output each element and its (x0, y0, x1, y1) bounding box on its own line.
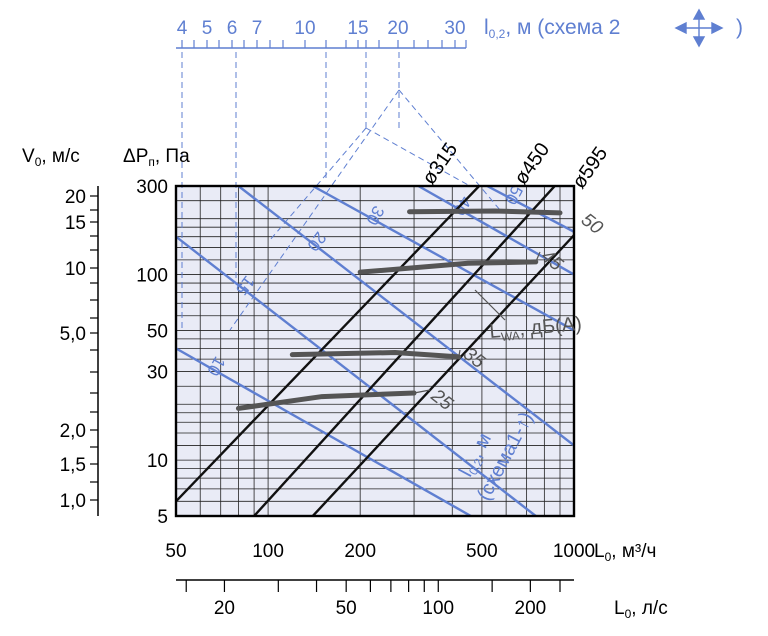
top-axis-tick-label: 15 (347, 18, 368, 39)
lwa-label: LWA, дБ(А) (489, 313, 583, 345)
throw-line (176, 347, 472, 516)
top-axis-tick-label: 4 (177, 18, 188, 39)
throw-line (417, 186, 574, 276)
y2-tick-label: 2,0 (60, 421, 86, 442)
x2-tick-label: 200 (515, 598, 547, 619)
guide-line (269, 127, 367, 241)
throw-lines (176, 186, 574, 516)
noise-leader (458, 349, 461, 357)
y2-tick-label: 1,5 (60, 455, 86, 476)
top-axis-label-end: ) (736, 16, 743, 39)
y-tick-label: 5 (157, 507, 168, 528)
size-line (311, 234, 574, 516)
guide-line (229, 89, 400, 331)
y2-axis-label: V0, м/с (22, 146, 80, 169)
x-tick-label: 100 (252, 541, 284, 562)
grid-lines (176, 186, 574, 516)
size-line-label: ø315 (418, 139, 462, 189)
top-axis-tick-label: 5 (202, 18, 213, 39)
x2-axis-label: L0, л/с (614, 598, 668, 621)
y-tick-label: 50 (147, 321, 168, 342)
noise-curves (235, 208, 563, 411)
x-tick-label: 50 (165, 541, 186, 562)
noise-curve (407, 208, 563, 216)
plot-frame (174, 184, 576, 518)
y2-tick-label: 15 (65, 213, 86, 234)
arrow-head-left (674, 21, 687, 35)
size-lines (176, 186, 574, 516)
noise-curve-label: 50 (577, 209, 607, 239)
y2-tick-label: 20 (65, 187, 86, 208)
y2-tick-label: 5,0 (60, 324, 86, 345)
x-tick-label: 500 (466, 541, 498, 562)
x-tick-label: 1000 (553, 541, 595, 562)
guide-line (398, 89, 501, 211)
x-tick-label: 200 (344, 541, 376, 562)
x-axis-label: L0, м³/ч (594, 541, 656, 564)
size-line (176, 186, 481, 503)
noise-curve (235, 390, 417, 411)
y-tick-label: 30 (147, 363, 168, 384)
y2-tick-label: 10 (65, 259, 86, 280)
noise-leader (535, 251, 541, 263)
lwa-leader (474, 289, 506, 321)
top-axis-tick-label: 7 (252, 18, 263, 39)
y-tick-label: 100 (136, 266, 168, 287)
noise-leader (413, 389, 431, 394)
top-axis-tick-label: 30 (444, 18, 465, 39)
y-tick-label: 300 (136, 177, 168, 198)
top-axis-tick-label: 6 (227, 18, 238, 39)
size-line (253, 186, 557, 516)
noise-curve (289, 350, 462, 360)
x2-tick-label: 100 (422, 598, 454, 619)
size-line-label: ø450 (510, 139, 554, 189)
arrow-head-down (692, 36, 706, 48)
arrow-head-up (692, 8, 706, 20)
noise-leaders (413, 251, 541, 394)
top-axis-label: l0,2, м (схема 2 (484, 16, 620, 41)
x2-tick-label: 20 (214, 598, 235, 619)
top-axis-tick-label: 10 (294, 18, 315, 39)
y2-tick-label: 1,0 (60, 491, 86, 512)
throw-line (237, 186, 574, 447)
noise-curve (357, 259, 539, 275)
throw-line (312, 186, 574, 332)
throw-line (176, 235, 537, 516)
x2-tick-label: 50 (336, 598, 357, 619)
y-axis-label: ΔPп, Па (123, 146, 190, 169)
top-axis-tick-label: 20 (387, 18, 408, 39)
y-tick-label: 10 (147, 451, 168, 472)
top-axis-guides (181, 52, 501, 331)
arrow-head-right (711, 21, 724, 35)
cross-arrows-icon (674, 8, 724, 48)
throw-line (486, 186, 574, 233)
